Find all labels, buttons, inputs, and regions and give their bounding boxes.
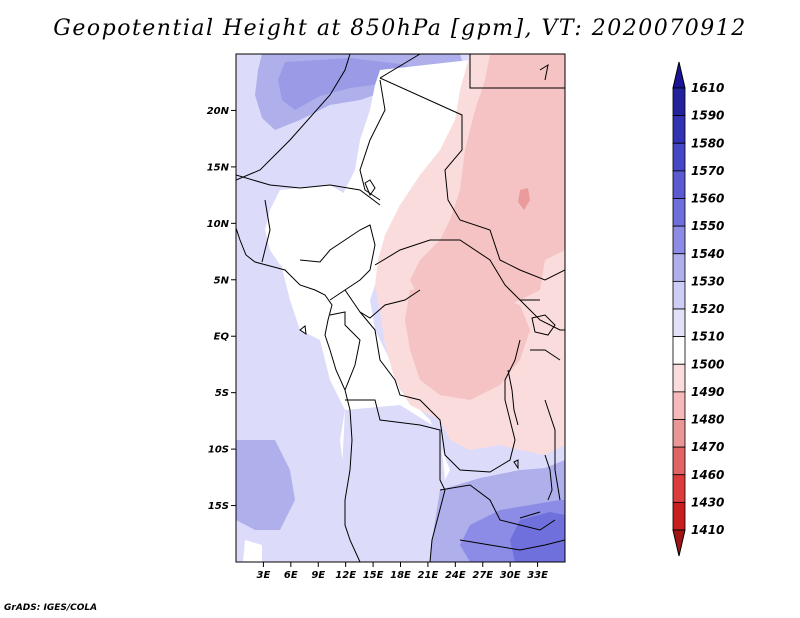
lake-tanganyika: [507, 369, 519, 426]
colorbar-segment: [672, 115, 686, 144]
colorbar-level-label: 1470: [691, 440, 724, 454]
border-south: [459, 539, 565, 551]
border-north-1: [236, 54, 351, 181]
colorbar-segment: [672, 363, 686, 393]
y-tick-label: 10N: [207, 219, 230, 230]
y-tick-label: 15N: [207, 162, 230, 173]
colorbar-level-label: 1520: [691, 302, 724, 316]
border-egypt: [469, 54, 565, 89]
colorbar-segment: [672, 170, 686, 199]
colorbar-segment: [672, 446, 686, 476]
y-tick-label: 5S: [215, 388, 229, 399]
colorbar-level-label: 1590: [691, 109, 724, 123]
colorbar-segment: [672, 225, 686, 255]
x-tick-label: 33E: [527, 570, 548, 581]
border-libya-sudan: [379, 77, 565, 281]
y-tick-label: 20N: [207, 106, 230, 117]
colorbar-segment: [672, 142, 686, 172]
colorbar-level-label: 1510: [691, 330, 724, 344]
island-1: [299, 325, 307, 336]
atlantic-blue-patch: [236, 440, 295, 530]
colorbar-level-label: 1580: [691, 136, 724, 150]
colorbar-top-arrow: [672, 61, 686, 89]
border-nigeria: [299, 224, 376, 301]
colorbar-segment: [672, 87, 686, 117]
colorbar-level-label: 1430: [691, 495, 724, 509]
colorbar: 1610 1590 1580 1570 1560 1550 1540 1530 1520 1510…: [672, 61, 724, 557]
colorbar-segment: [672, 198, 686, 227]
x-tick-label: 18E: [390, 570, 411, 581]
colorbar-level-label: 1610: [691, 81, 724, 95]
colorbar-segment: [672, 419, 686, 448]
colorbar-bottom-arrow: [672, 529, 686, 557]
south-light-blue: [342, 405, 445, 548]
border-congo-2: [329, 311, 361, 391]
y-tick-label: 10S: [208, 445, 229, 456]
border-drc: [359, 311, 521, 473]
x-tick-label: 12E: [335, 570, 356, 581]
coastline: [236, 227, 361, 562]
footer-credit: GrADS: IGES/COLA: [4, 603, 98, 613]
colorbar-level-label: 1550: [691, 219, 724, 233]
borders: [236, 54, 565, 562]
colorbar-level-label: 1410: [691, 523, 724, 537]
colorbar-level-label: 1530: [691, 274, 724, 288]
x-tick-label: 30E: [500, 570, 521, 581]
colorbar-level-label: 1570: [691, 164, 724, 178]
west-africa-white: [265, 185, 355, 265]
border-west-1: [236, 174, 381, 206]
plot-title: Geopotential Height at 850hPa [gpm], VT:…: [53, 16, 747, 41]
shaded-field: [236, 54, 565, 562]
x-tick-label: 24E: [445, 570, 466, 581]
island-2: [513, 459, 519, 470]
border-west-2: [261, 199, 271, 263]
x-tick-label: 21E: [418, 570, 439, 581]
colorbar-level-label: 1500: [691, 357, 724, 371]
border-east-1: [519, 299, 565, 331]
colorbar-segment: [672, 253, 686, 282]
atlantic-white-patch: [243, 540, 262, 562]
x-tick-label: 3E: [257, 570, 271, 581]
colorbar-segment: [672, 280, 686, 310]
colorbar-segment: [672, 308, 686, 338]
border-car: [374, 239, 540, 301]
river-1: [539, 63, 549, 81]
lake-chad: [364, 179, 376, 197]
colorbar-level-label: 1540: [691, 247, 724, 261]
border-congo-1: [344, 289, 421, 319]
border-east-2: [530, 349, 561, 361]
border-north-2: [359, 79, 386, 201]
border-east-3: [544, 399, 561, 501]
x-tick-label: 6E: [284, 570, 298, 581]
central-pink-region: [405, 285, 530, 400]
lake-kariba: [519, 511, 541, 519]
border-north-3: [379, 54, 421, 79]
y-tick-label: 5N: [214, 275, 230, 286]
x-tick-label: 15E: [363, 570, 384, 581]
y-tick-label: 15S: [208, 501, 229, 512]
x-tick-label: 9E: [311, 570, 325, 581]
colorbar-level-label: 1460: [691, 468, 724, 482]
x-axis-ticks: 3E 6E 9E 12E 15E 18E 21E 24E 27E 30E 33E: [257, 562, 548, 581]
colorbar-segment: [672, 501, 686, 531]
colorbar-level-label: 1480: [691, 413, 724, 427]
lake-malawi: [544, 454, 553, 501]
lake-victoria: [531, 314, 556, 336]
y-axis-ticks: 20N 15N 10N 5N EQ 5S 10S 15S: [207, 106, 236, 512]
colorbar-level-label: 1490: [691, 385, 724, 399]
east-dark-pink-region: [410, 54, 565, 330]
y-tick-label: EQ: [214, 332, 230, 343]
colorbar-segment: [672, 336, 686, 365]
colorbar-segment: [672, 474, 686, 503]
colorbar-segment: [672, 391, 686, 420]
border-zambia: [439, 484, 556, 531]
colorbar-level-label: 1560: [691, 192, 724, 206]
x-tick-label: 27E: [472, 570, 493, 581]
dark-pink-spot: [518, 188, 530, 210]
border-angola: [345, 399, 446, 562]
